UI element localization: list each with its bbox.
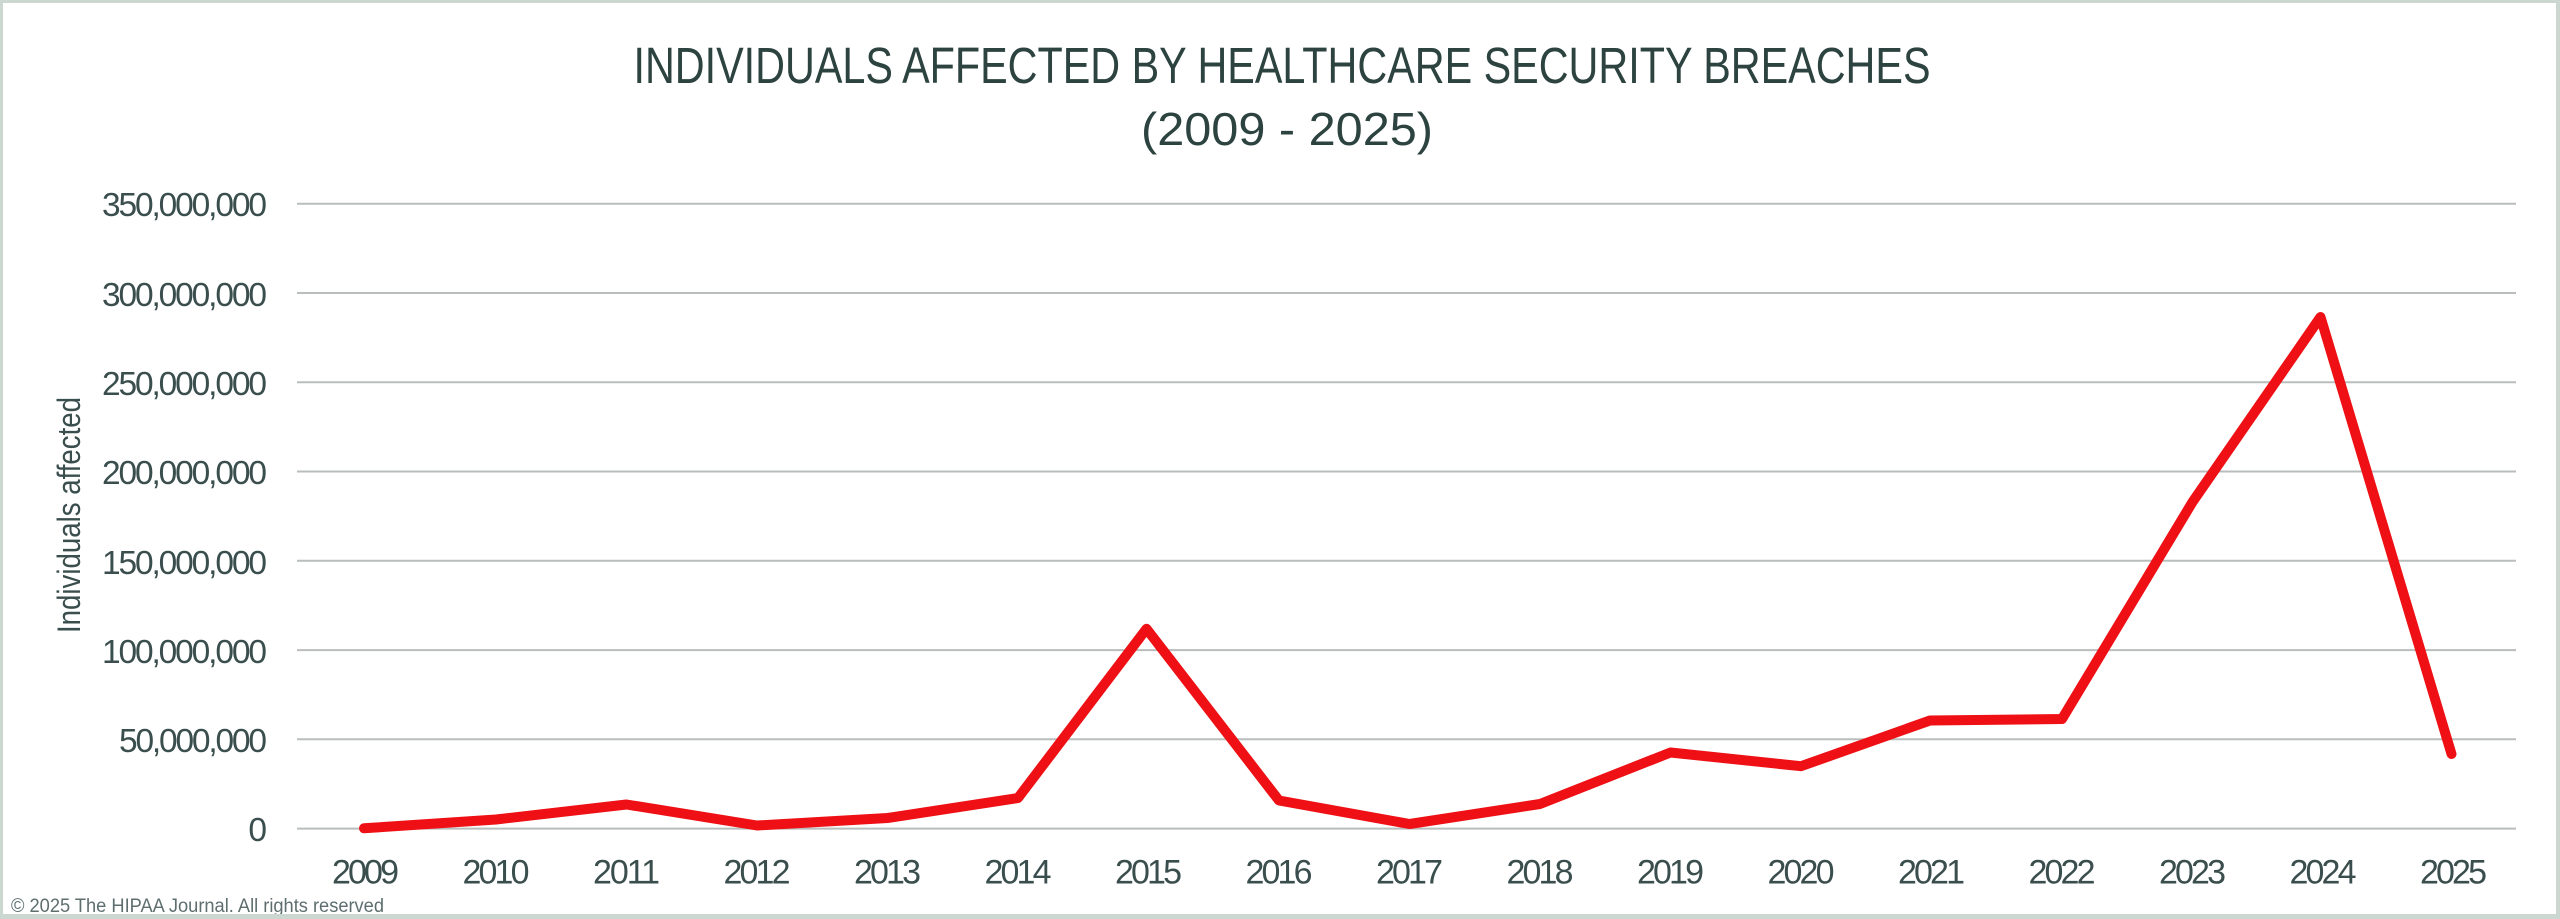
svg-text:2019: 2019 (1637, 854, 1704, 892)
svg-text:© 2025 The HIPAA Journal. All: © 2025 The HIPAA Journal. All rights res… (11, 896, 384, 917)
svg-text:2022: 2022 (2029, 854, 2096, 892)
svg-text:200,000,000: 200,000,000 (102, 455, 267, 492)
svg-text:2020: 2020 (1768, 854, 1835, 892)
svg-text:350,000,000: 350,000,000 (102, 187, 267, 224)
svg-text:2011: 2011 (593, 854, 660, 892)
svg-text:2014: 2014 (985, 854, 1052, 892)
svg-text:2013: 2013 (854, 854, 921, 892)
svg-text:2017: 2017 (1376, 854, 1443, 892)
svg-text:2021: 2021 (1898, 854, 1965, 892)
svg-text:2018: 2018 (1507, 854, 1574, 892)
svg-text:300,000,000: 300,000,000 (102, 277, 267, 314)
svg-text:2025: 2025 (2420, 854, 2487, 892)
svg-text:Individuals affected: Individuals affected (51, 397, 87, 633)
svg-text:50,000,000: 50,000,000 (119, 723, 267, 760)
svg-text:150,000,000: 150,000,000 (102, 545, 267, 582)
svg-text:2024: 2024 (2290, 854, 2357, 892)
svg-text:(2009 - 2025): (2009 - 2025) (1141, 103, 1433, 155)
svg-text:2012: 2012 (724, 854, 791, 892)
svg-text:2015: 2015 (1115, 854, 1182, 892)
svg-text:INDIVIDUALS AFFECTED BY HEALTH: INDIVIDUALS AFFECTED BY HEALTHCARE SECUR… (634, 37, 1931, 94)
svg-text:0: 0 (248, 812, 267, 849)
svg-text:100,000,000: 100,000,000 (102, 634, 267, 671)
svg-text:2009: 2009 (332, 854, 399, 892)
svg-text:2023: 2023 (2159, 854, 2226, 892)
svg-text:2010: 2010 (463, 854, 530, 892)
svg-text:2016: 2016 (1246, 854, 1313, 892)
svg-text:250,000,000: 250,000,000 (102, 366, 267, 403)
